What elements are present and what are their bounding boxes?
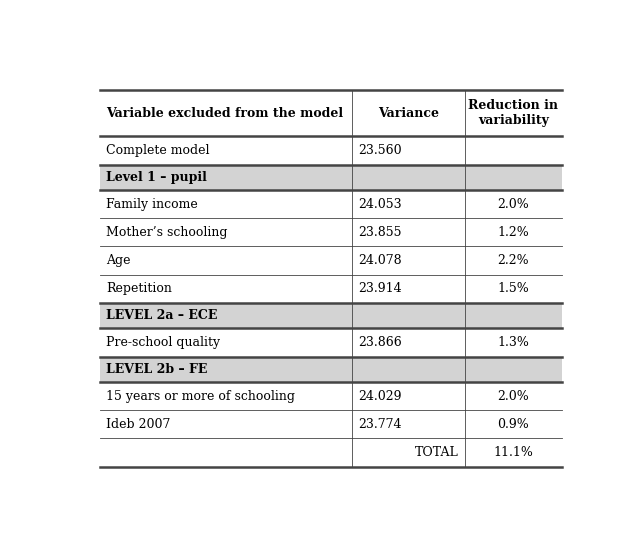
Bar	[100, 165, 562, 190]
Text: 2.0%: 2.0%	[497, 389, 529, 402]
Text: 1.5%: 1.5%	[497, 282, 529, 295]
Text: Pre-school quality: Pre-school quality	[106, 336, 220, 349]
Text: Mother’s schooling: Mother’s schooling	[106, 226, 228, 239]
Text: 0.9%: 0.9%	[497, 418, 529, 431]
Text: Family income: Family income	[106, 198, 197, 211]
Text: 2.0%: 2.0%	[497, 198, 529, 211]
Text: Reduction in
variability: Reduction in variability	[469, 99, 558, 128]
Bar	[100, 329, 562, 357]
Text: 1.3%: 1.3%	[497, 336, 529, 349]
Text: 24.029: 24.029	[358, 389, 401, 402]
Text: 23.560: 23.560	[358, 144, 401, 157]
Text: 23.774: 23.774	[358, 418, 401, 431]
Text: LEVEL 2a – ECE: LEVEL 2a – ECE	[106, 309, 217, 322]
Text: 1.2%: 1.2%	[497, 226, 529, 239]
Text: Variable excluded from the model: Variable excluded from the model	[106, 107, 343, 120]
Text: 23.866: 23.866	[358, 336, 401, 349]
Text: 24.078: 24.078	[358, 254, 401, 267]
Bar	[100, 90, 562, 136]
Text: Variance: Variance	[378, 107, 439, 120]
Bar	[100, 438, 562, 466]
Text: 2.2%: 2.2%	[497, 254, 529, 267]
Text: 15 years or more of schooling: 15 years or more of schooling	[106, 389, 295, 402]
Bar	[100, 190, 562, 218]
Text: Repetition: Repetition	[106, 282, 172, 295]
Bar	[100, 410, 562, 438]
Text: Level 1 – pupil: Level 1 – pupil	[106, 171, 207, 184]
Text: 23.855: 23.855	[358, 226, 401, 239]
Text: 23.914: 23.914	[358, 282, 401, 295]
Text: Complete model: Complete model	[106, 144, 210, 157]
Text: TOTAL: TOTAL	[415, 446, 459, 459]
Bar	[100, 382, 562, 410]
Text: 24.053: 24.053	[358, 198, 401, 211]
Bar	[100, 136, 562, 165]
Bar	[100, 357, 562, 382]
Text: Age: Age	[106, 254, 131, 267]
Bar	[100, 275, 562, 303]
Text: LEVEL 2b – FE: LEVEL 2b – FE	[106, 363, 207, 376]
Text: 11.1%: 11.1%	[494, 446, 533, 459]
Bar	[100, 303, 562, 329]
Bar	[100, 218, 562, 247]
Text: Ideb 2007: Ideb 2007	[106, 418, 171, 431]
Bar	[100, 247, 562, 275]
